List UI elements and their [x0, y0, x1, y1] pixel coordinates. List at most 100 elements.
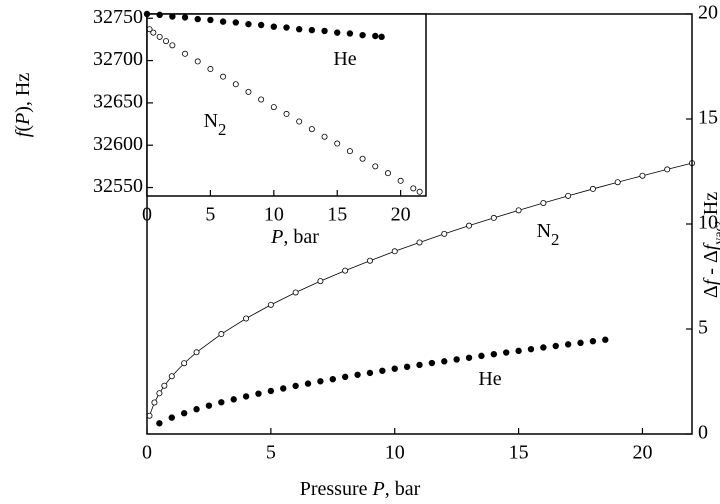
data-point [565, 192, 572, 199]
data-point [151, 399, 158, 406]
data-point [207, 66, 214, 73]
annotation-part: He [333, 48, 356, 70]
data-point [283, 110, 290, 117]
data-point [156, 33, 163, 40]
y-axis-label-part: , Hz [700, 192, 720, 225]
data-point [346, 148, 353, 155]
data-point [280, 385, 287, 392]
annotation-part: N [204, 110, 218, 132]
y-axis-label-part: f [700, 242, 720, 250]
x-tick-label: 15 [509, 442, 529, 464]
x-axis-label: Pressure P, bar [300, 478, 421, 500]
y-tick-label: 32550 [93, 175, 143, 197]
x-axis-label-part: P [372, 478, 385, 500]
data-point [317, 378, 324, 385]
data-point [194, 15, 201, 23]
data-point [552, 342, 559, 350]
annotation: He [333, 48, 356, 70]
annotation: He [478, 368, 501, 390]
y-tick-label: 32650 [93, 90, 143, 112]
data-point [465, 354, 473, 361]
y-axis-label: Δf - Δfvac, Hz [700, 192, 720, 298]
data-point [207, 16, 214, 24]
annotation-part: 2 [218, 120, 226, 139]
data-point [181, 360, 188, 367]
data-point [379, 367, 386, 374]
data-point [515, 347, 522, 355]
data-point [614, 179, 621, 186]
y-tick-label: 15 [698, 107, 718, 129]
data-point [243, 315, 250, 322]
x-tick-label: 10 [385, 442, 405, 464]
data-point [156, 390, 163, 397]
y-axis-label-part: Δ [700, 285, 720, 298]
data-point [308, 126, 315, 133]
y-tick-label: 10 [698, 212, 718, 234]
x-tick-label: 20 [391, 204, 411, 226]
data-point [397, 177, 404, 184]
data-point [292, 382, 299, 390]
x-axis-label: P, bar [270, 226, 319, 248]
data-point [589, 185, 596, 192]
data-point [180, 410, 188, 417]
y-tick-label: 0 [698, 422, 708, 444]
data-point [321, 133, 328, 140]
data-point [292, 289, 299, 296]
data-point [317, 278, 324, 285]
data-point [453, 356, 460, 363]
x-axis-label-part: Pressure [300, 478, 373, 500]
data-point [150, 29, 157, 36]
plot-area [147, 14, 426, 196]
y-axis-label-part: ), Hz [12, 73, 34, 113]
y-tick-label: 5 [698, 317, 708, 339]
data-point [503, 349, 510, 356]
data-point [441, 358, 448, 365]
data-point [577, 339, 584, 347]
data-point [194, 58, 201, 65]
data-point [245, 20, 252, 28]
data-point [181, 14, 189, 21]
data-point [168, 414, 175, 421]
y-axis-label-part: P [12, 113, 34, 126]
data-point [384, 170, 391, 177]
x-tick-label: 5 [205, 204, 215, 226]
y-tick-label: 32750 [93, 6, 143, 28]
y-axis-label-part: ( [12, 125, 34, 132]
data-point [329, 375, 336, 383]
data-point [258, 96, 265, 103]
x-tick-label: 20 [632, 442, 652, 464]
data-point [416, 239, 423, 246]
data-point [296, 118, 303, 125]
data-point [391, 365, 398, 372]
data-point [346, 30, 354, 37]
x-tick-label: 10 [264, 204, 284, 226]
data-point [161, 382, 168, 389]
data-point [466, 222, 473, 229]
data-point [366, 257, 373, 264]
x-axis-label-part: P [270, 226, 283, 248]
data-point [334, 29, 341, 36]
data-point [182, 50, 189, 57]
x-tick-label: 0 [142, 204, 152, 226]
data-point [342, 267, 349, 274]
y-axis-label-part: vac [712, 225, 720, 244]
data-point [540, 344, 547, 351]
data-point [527, 345, 535, 353]
y-tick-label: 20 [698, 2, 718, 24]
x-tick-label: 0 [142, 442, 152, 464]
annotation-part: He [478, 368, 501, 390]
data-point [270, 23, 278, 30]
annotation-part: N [537, 220, 551, 242]
data-point [639, 172, 646, 179]
data-point [219, 18, 227, 25]
data-point [283, 24, 290, 31]
x-axis-label-part: , bar [283, 226, 319, 248]
data-point [589, 337, 597, 345]
data-point [416, 188, 423, 195]
data-point [168, 373, 175, 380]
x-tick-label: 5 [266, 442, 276, 464]
data-point [564, 341, 572, 348]
data-point [193, 349, 200, 356]
data-point [602, 336, 609, 343]
